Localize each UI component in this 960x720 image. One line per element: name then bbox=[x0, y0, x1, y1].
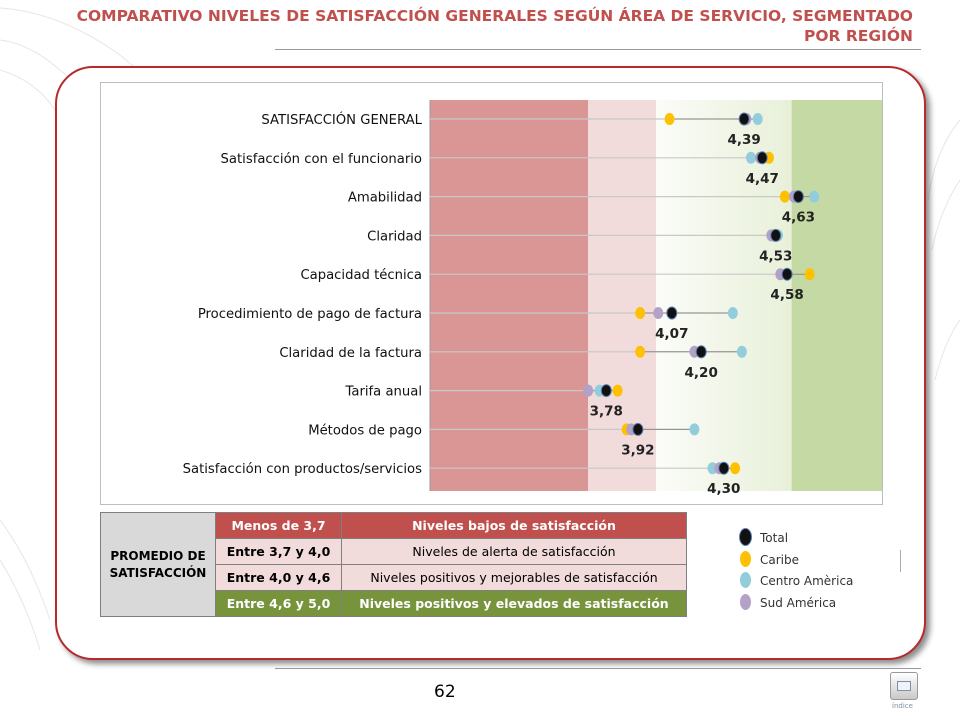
data-point-sud-américa bbox=[583, 384, 594, 397]
total-value-label: 4,07 bbox=[655, 326, 688, 342]
level-desc-high: Niveles positivos y elevados de satisfac… bbox=[341, 590, 687, 617]
index-nav-button[interactable] bbox=[890, 672, 918, 700]
level-range-low: Menos de 3,7 bbox=[215, 512, 342, 539]
category-label: Procedimiento de pago de factura bbox=[198, 307, 422, 322]
data-point-caribe bbox=[635, 307, 646, 319]
data-point-centro-amèrica bbox=[752, 113, 763, 125]
zone-band-0 bbox=[430, 100, 589, 491]
total-value-label: 4,58 bbox=[770, 287, 803, 303]
category-label: Claridad bbox=[367, 229, 422, 244]
data-point-centro-amèrica bbox=[745, 151, 756, 164]
data-point-caribe bbox=[612, 384, 623, 397]
data-point-centro-amèrica bbox=[736, 345, 747, 358]
data-point-total bbox=[632, 422, 644, 436]
data-point-centro-amèrica bbox=[689, 423, 700, 436]
category-label: Claridad de la factura bbox=[279, 346, 422, 361]
total-value-label: 4,30 bbox=[707, 481, 740, 497]
data-point-caribe bbox=[635, 345, 646, 358]
category-label: SATISFACCIÓN GENERAL bbox=[261, 110, 422, 128]
total-value-label: 4,39 bbox=[727, 132, 760, 148]
footer-divider bbox=[275, 668, 921, 669]
category-label: Tarifa anual bbox=[345, 385, 423, 400]
data-point-caribe bbox=[664, 113, 675, 125]
legend-label-total: Total bbox=[760, 531, 789, 545]
level-range-positive: Entre 4,0 y 4,6 bbox=[215, 564, 342, 591]
legend-label-centro-america: Centro Amèrica bbox=[760, 574, 854, 588]
levels-table-header: PROMEDIO DE SATISFACCIÓN bbox=[100, 512, 216, 617]
level-range-alert: Entre 3,7 y 4,0 bbox=[215, 538, 342, 565]
data-point-total bbox=[666, 306, 678, 320]
total-value-label: 4,63 bbox=[782, 210, 815, 226]
data-point-centro-amèrica bbox=[727, 307, 738, 319]
data-point-total bbox=[756, 151, 768, 165]
data-point-total bbox=[718, 461, 730, 475]
total-value-label: 3,92 bbox=[621, 442, 654, 458]
legend-swatch-total bbox=[740, 529, 751, 545]
data-point-centro-amèrica bbox=[809, 190, 820, 203]
chart-frame: SATISFACCIÓN GENERAL 4,39 Satisfacción con… bbox=[100, 82, 883, 505]
category-label: Capacidad técnica bbox=[300, 267, 422, 283]
data-point-caribe bbox=[730, 462, 741, 475]
category-label: Satisfacción con productos/servicios bbox=[183, 461, 422, 477]
category-label: Satisfacción con el funcionario bbox=[221, 151, 422, 167]
category-label: Métodos de pago bbox=[308, 422, 422, 438]
zone-band-3 bbox=[791, 100, 882, 491]
data-point-total bbox=[600, 384, 612, 398]
total-value-label: 3,78 bbox=[590, 404, 623, 420]
page-number: 62 bbox=[434, 682, 456, 702]
legend-label-sud-america: Sud América bbox=[760, 595, 837, 610]
total-value-label: 4,47 bbox=[746, 171, 779, 187]
level-desc-low: Niveles bajos de satisfacción bbox=[341, 512, 687, 539]
data-point-sud-américa bbox=[653, 307, 664, 319]
legend-swatch-centro-america bbox=[740, 572, 751, 588]
legend-label-caribe: Caribe bbox=[760, 552, 799, 567]
level-range-high: Entre 4,6 y 5,0 bbox=[215, 590, 342, 617]
level-desc-alert: Niveles de alerta de satisfacción bbox=[341, 538, 687, 565]
total-value-label: 4,20 bbox=[685, 365, 718, 381]
data-point-total bbox=[770, 228, 782, 242]
data-point-total bbox=[792, 190, 804, 204]
zone-band-2 bbox=[656, 100, 792, 491]
index-icon bbox=[897, 681, 911, 691]
page-title: COMPARATIVO NIVELES DE SATISFACCIÓN GENE… bbox=[76, 7, 913, 45]
satisfaction-dot-chart: SATISFACCIÓN GENERAL 4,39 Satisfacción con… bbox=[183, 100, 882, 497]
data-point-caribe bbox=[779, 190, 790, 203]
legend-swatch-sud-america bbox=[740, 593, 751, 610]
satisfaction-levels-table: PROMEDIO DE SATISFACCIÓN Menos de 3,7 Ni… bbox=[100, 512, 687, 617]
title-divider bbox=[275, 49, 921, 50]
data-point-caribe bbox=[804, 268, 815, 281]
level-desc-positive: Niveles positivos y mejorables de satisf… bbox=[341, 564, 687, 591]
index-nav-label[interactable]: índice bbox=[892, 702, 913, 710]
zone-band-1 bbox=[588, 100, 656, 491]
category-label: Amabilidad bbox=[348, 191, 422, 206]
total-value-label: 4,53 bbox=[759, 248, 792, 264]
data-point-total bbox=[781, 267, 793, 281]
data-point-total bbox=[738, 112, 750, 126]
legend-swatch-caribe bbox=[740, 550, 751, 567]
legend-divider bbox=[900, 550, 901, 572]
data-point-total bbox=[695, 345, 707, 359]
